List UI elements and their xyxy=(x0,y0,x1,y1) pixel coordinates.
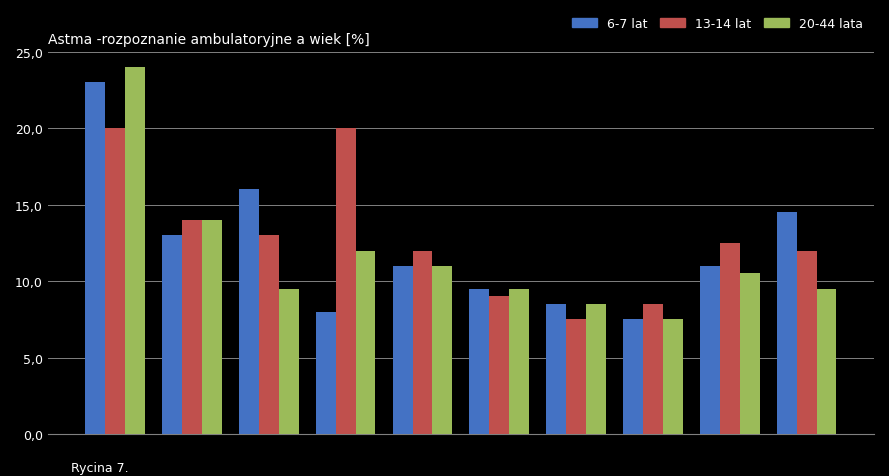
Bar xyxy=(546,304,566,434)
Bar xyxy=(393,266,412,434)
Bar xyxy=(336,129,356,434)
Bar xyxy=(182,220,202,434)
Bar xyxy=(566,319,586,434)
Bar xyxy=(432,266,453,434)
Bar xyxy=(663,319,683,434)
Text: Rycina 7.: Rycina 7. xyxy=(71,461,129,474)
Bar xyxy=(279,289,299,434)
Bar xyxy=(740,274,759,434)
Bar xyxy=(623,319,643,434)
Bar xyxy=(469,289,489,434)
Bar xyxy=(643,304,663,434)
Bar xyxy=(817,289,837,434)
Bar xyxy=(489,297,509,434)
Bar xyxy=(356,251,375,434)
Bar xyxy=(85,83,105,434)
Bar xyxy=(162,236,182,434)
Bar xyxy=(316,312,336,434)
Bar xyxy=(700,266,720,434)
Bar xyxy=(720,243,740,434)
Bar xyxy=(259,236,279,434)
Bar xyxy=(239,190,259,434)
Text: Astma -rozpoznanie ambulatoryjne a wiek [%]: Astma -rozpoznanie ambulatoryjne a wiek … xyxy=(48,33,370,48)
Bar xyxy=(509,289,529,434)
Bar xyxy=(586,304,606,434)
Bar xyxy=(125,68,145,434)
Bar xyxy=(412,251,432,434)
Bar xyxy=(105,129,125,434)
Bar xyxy=(777,213,797,434)
Legend: 6-7 lat, 13-14 lat, 20-44 lata: 6-7 lat, 13-14 lat, 20-44 lata xyxy=(567,13,868,36)
Bar xyxy=(797,251,817,434)
Bar xyxy=(202,220,221,434)
